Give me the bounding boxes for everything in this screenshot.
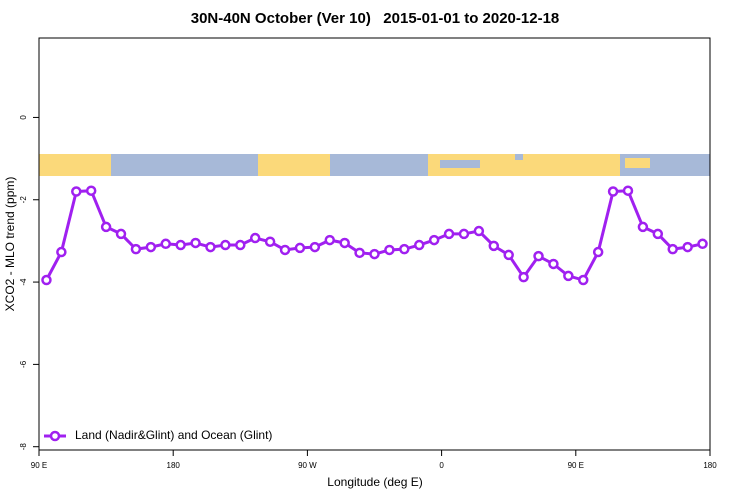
- x-axis-title: Longitude (deg E): [327, 475, 422, 489]
- data-point: [607, 186, 619, 197]
- data-point: [578, 274, 589, 286]
- data-point: [697, 238, 708, 250]
- data-point: [473, 225, 485, 237]
- legend-label: Land (Nadir&Glint) and Ocean (Glint): [75, 428, 272, 442]
- data-point: [428, 234, 440, 246]
- data-point: [548, 258, 559, 270]
- y-tick-label: -8: [19, 443, 28, 451]
- land-ocean-map: [39, 154, 710, 176]
- data-point: [294, 242, 306, 254]
- data-point: [667, 243, 678, 255]
- y-axis-title: XCO2 - MLO trend (ppm): [3, 177, 17, 312]
- data-point: [652, 228, 664, 240]
- data-point: [443, 228, 455, 240]
- y-tick-label: -4: [19, 278, 28, 286]
- data-point: [384, 244, 395, 256]
- data-point: [339, 237, 350, 249]
- y-tick-label: -2: [19, 196, 28, 204]
- data-point: [503, 249, 514, 261]
- data-point: [399, 243, 410, 255]
- data-point: [518, 271, 529, 283]
- data-point: [56, 246, 67, 258]
- y-tick-label: 0: [19, 115, 28, 120]
- data-point: [175, 239, 186, 251]
- data-point: [369, 248, 380, 260]
- data-point: [85, 185, 97, 196]
- data-point: [309, 241, 321, 253]
- data-point: [41, 274, 52, 286]
- data-point: [637, 221, 649, 233]
- legend-marker: [49, 430, 61, 442]
- data-point: [100, 221, 112, 233]
- data-point: [279, 244, 291, 256]
- data-point: [458, 228, 470, 240]
- data-point: [160, 238, 171, 250]
- data-point: [488, 240, 500, 252]
- data-point: [235, 239, 246, 251]
- plot-frame: [38, 37, 711, 451]
- data-point: [115, 228, 127, 240]
- x-tick-label: 90 W: [298, 461, 317, 470]
- data-point: [205, 241, 216, 253]
- data-point: [592, 246, 604, 258]
- data-point: [533, 250, 544, 262]
- data-point: [190, 237, 201, 249]
- data-point: [622, 185, 634, 196]
- data-point: [145, 241, 157, 253]
- series-line: [45, 189, 703, 282]
- data-point: [413, 239, 425, 251]
- data-point: [264, 236, 276, 247]
- y-tick-label: -6: [19, 360, 28, 368]
- data-point: [682, 241, 693, 253]
- data-point: [130, 243, 142, 255]
- data-point: [324, 234, 336, 246]
- chart-title: 30N-40N October (Ver 10) 2015-01-01 to 2…: [191, 10, 560, 27]
- data-point: [563, 270, 574, 282]
- data-point: [354, 247, 365, 259]
- x-tick-label: 90 E: [31, 461, 47, 470]
- data-point: [71, 186, 82, 197]
- x-tick-label: 180: [703, 461, 717, 470]
- data-point: [249, 232, 261, 244]
- x-tick-label: 0: [439, 461, 444, 470]
- data-point: [220, 239, 231, 251]
- x-tick-label: 180: [167, 461, 181, 470]
- x-tick-label: 90 E: [568, 461, 584, 470]
